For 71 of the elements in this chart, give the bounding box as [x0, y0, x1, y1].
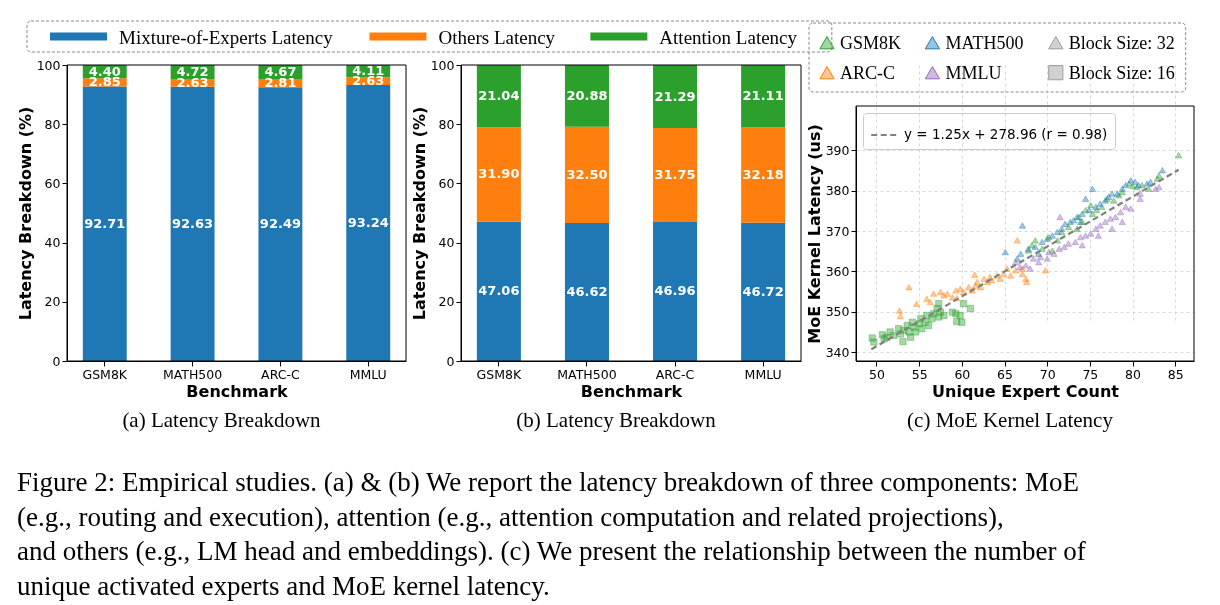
y-tick-label: 60 — [44, 175, 61, 191]
data-label: 92.49 — [259, 216, 301, 232]
x-tick-label: 70 — [1039, 366, 1056, 382]
x-axis-title: Benchmark — [186, 382, 289, 401]
legend-label: y = 1.25x + 278.96 (r = 0.98) — [904, 126, 1108, 142]
y-tick-label: 380 — [825, 183, 850, 199]
x-tick-label: GSM8K — [82, 366, 128, 382]
y-tick-label: 100 — [36, 57, 61, 73]
x-tick-label: ARC-C — [261, 366, 300, 382]
legend-label: Block Size: 16 — [1068, 62, 1175, 83]
data-label: 31.75 — [654, 167, 696, 183]
x-tick-label: 80 — [1125, 366, 1142, 382]
data-label: 46.96 — [654, 283, 696, 299]
legend-label: MATH500 — [945, 32, 1024, 53]
data-label: 93.24 — [347, 215, 389, 230]
legend-label: Block Size: 32 — [1068, 32, 1175, 53]
legend-label: ARC-C — [840, 62, 896, 83]
text: (b) Latency Breakdown — [516, 408, 717, 432]
data-label: 2.85 — [88, 74, 121, 90]
data-label: 47.06 — [478, 283, 520, 299]
caption: Figure 2: Empirical studies. (a) & (b) We report the latency breakdown of three components: MoE (e.g., routing and execution), attention (e.g., attention computation and related projections), and others (e.g., LM head and embeddings). (c) We present the relationship between the number of unique activated experts and MoE kernel latency. — [17, 467, 1086, 601]
data-label: 92.71 — [84, 215, 126, 231]
y-axis-title: Latency Breakdown (%) — [409, 106, 429, 321]
data-label: 20.88 — [566, 87, 608, 103]
x-tick-label: 50 — [869, 366, 885, 382]
y-tick-label: 60 — [438, 175, 455, 191]
y-axis-title: MoE Kernel Latency (us) — [804, 124, 824, 344]
data-label: 46.72 — [742, 283, 784, 299]
y-tick-label: 0 — [446, 353, 455, 369]
data-label: 21.29 — [654, 88, 696, 104]
x-tick-label: MATH500 — [162, 366, 223, 382]
x-tick-label: 75 — [1082, 366, 1099, 382]
y-tick-label: 20 — [44, 294, 61, 310]
data-label: 32.50 — [566, 166, 608, 182]
y-tick-label: 370 — [825, 223, 850, 239]
data-label: 21.11 — [742, 88, 784, 104]
x-tick-label: ARC-C — [655, 366, 695, 382]
data-label: 31.90 — [478, 166, 520, 182]
y-tick-label: 20 — [438, 294, 455, 310]
y-tick-label: 40 — [44, 235, 61, 251]
y-tick-label: 340 — [825, 344, 850, 360]
y-tick-label: 40 — [438, 235, 455, 251]
y-tick-label: 350 — [825, 304, 850, 320]
data-label: 21.04 — [478, 88, 520, 104]
x-tick-label: MMLU — [349, 366, 387, 382]
x-tick-label: 65 — [997, 366, 1013, 382]
legend-label: Attention Latency — [659, 26, 798, 48]
x-axis-title: Benchmark — [580, 382, 683, 401]
y-tick-label: 100 — [430, 57, 455, 73]
x-tick-label: 55 — [911, 366, 928, 382]
y-tick-label: 360 — [825, 263, 850, 279]
y-tick-label: 390 — [825, 142, 850, 158]
data-label: 32.18 — [742, 167, 784, 183]
y-tick-label: 80 — [438, 116, 455, 132]
text: (a) Latency Breakdown — [122, 408, 322, 432]
y-tick-label: 80 — [44, 116, 61, 132]
x-tick-label: MMLU — [744, 366, 782, 382]
legend-label: MMLU — [945, 62, 1002, 83]
x-axis-title: Unique Expert Count — [932, 382, 1120, 401]
x-tick-label: MATH500 — [557, 366, 617, 382]
legend-label: GSM8K — [840, 32, 902, 53]
data-label: 46.62 — [566, 284, 608, 299]
x-tick-label: 85 — [1167, 366, 1184, 382]
y-tick-label: 0 — [52, 353, 61, 369]
text: (c) MoE Kernel Latency — [907, 408, 1114, 432]
x-tick-label: 60 — [954, 366, 971, 382]
y-axis-title: Latency Breakdown (%) — [15, 106, 35, 321]
x-tick-label: GSM8K — [476, 366, 522, 382]
legend-label: Mixture-of-Experts Latency — [119, 26, 334, 48]
legend-label: Others Latency — [438, 26, 556, 48]
data-label: 92.63 — [172, 215, 214, 231]
